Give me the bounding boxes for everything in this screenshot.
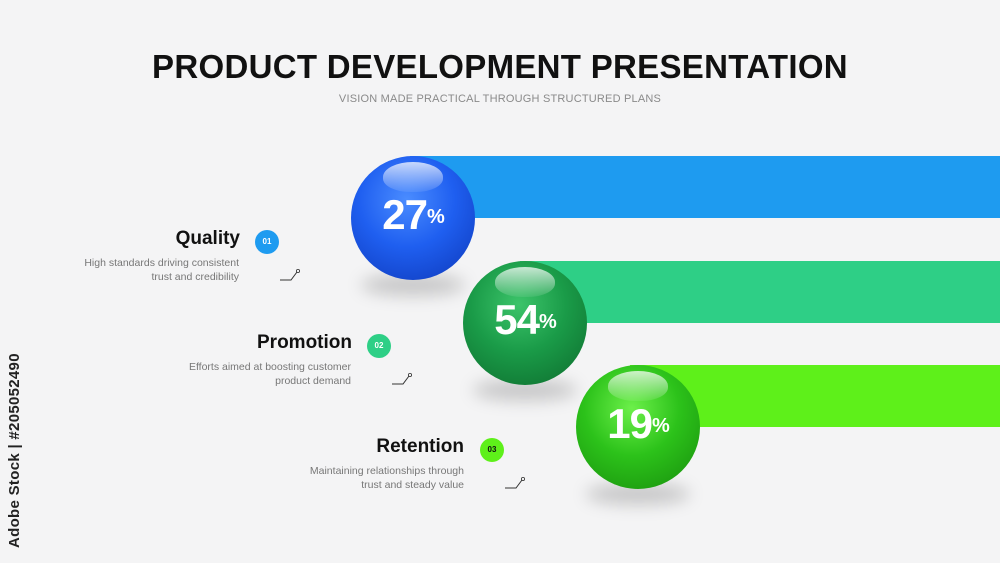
bar-quality xyxy=(410,156,1000,218)
ball-shadow xyxy=(586,483,690,505)
watermark-side-text: Adobe Stock | #205052490 xyxy=(6,353,23,548)
item-badge-02: 02 xyxy=(367,334,391,358)
percent-label: 54% xyxy=(463,297,587,344)
desc-line: product demand xyxy=(275,375,351,387)
page-subtitle: VISION MADE PRACTICAL THROUGH STRUCTURED… xyxy=(338,93,662,105)
pen-stroke-icon xyxy=(280,268,300,281)
item-title-quality: Quality xyxy=(175,228,240,249)
gloss-highlight xyxy=(608,371,668,401)
percent-symbol: % xyxy=(538,311,557,333)
item-badge-01: 01 xyxy=(255,230,279,254)
page-title: PRODUCT DEVELOPMENT PRESENTATION xyxy=(152,48,848,85)
desc-line: trust and steady value xyxy=(361,479,464,491)
ball-retention: 19% xyxy=(576,365,700,505)
ball-shadow xyxy=(361,274,465,296)
percent-value: 27 xyxy=(382,191,428,238)
percent-label: 19% xyxy=(576,401,700,448)
percent-value: 54 xyxy=(494,296,540,343)
item-title-retention: Retention xyxy=(376,436,464,457)
item-desc-quality: High standards driving consistent trust … xyxy=(39,256,239,284)
desc-line: trust and credibility xyxy=(151,271,239,283)
desc-line: Maintaining relationships through xyxy=(309,465,464,477)
ball-promotion: 54% xyxy=(463,261,587,401)
item-desc-retention: Maintaining relationships through trust … xyxy=(264,464,464,492)
pen-stroke-icon xyxy=(392,372,412,385)
percent-symbol: % xyxy=(651,415,670,437)
bar-promotion xyxy=(520,261,1000,323)
percent-symbol: % xyxy=(426,206,445,228)
desc-line: High standards driving consistent xyxy=(84,257,239,269)
percent-value: 19 xyxy=(607,400,653,447)
ball-shadow xyxy=(473,379,577,401)
pen-stroke-icon xyxy=(505,476,525,489)
gloss-highlight xyxy=(495,267,555,297)
ball-quality: 27% xyxy=(351,156,475,296)
percent-label: 27% xyxy=(351,192,475,239)
item-title-promotion: Promotion xyxy=(257,332,352,353)
item-badge-03: 03 xyxy=(480,438,504,462)
item-desc-promotion: Efforts aimed at boosting customer produ… xyxy=(151,360,351,388)
desc-line: Efforts aimed at boosting customer xyxy=(188,361,351,373)
gloss-highlight xyxy=(383,162,443,192)
